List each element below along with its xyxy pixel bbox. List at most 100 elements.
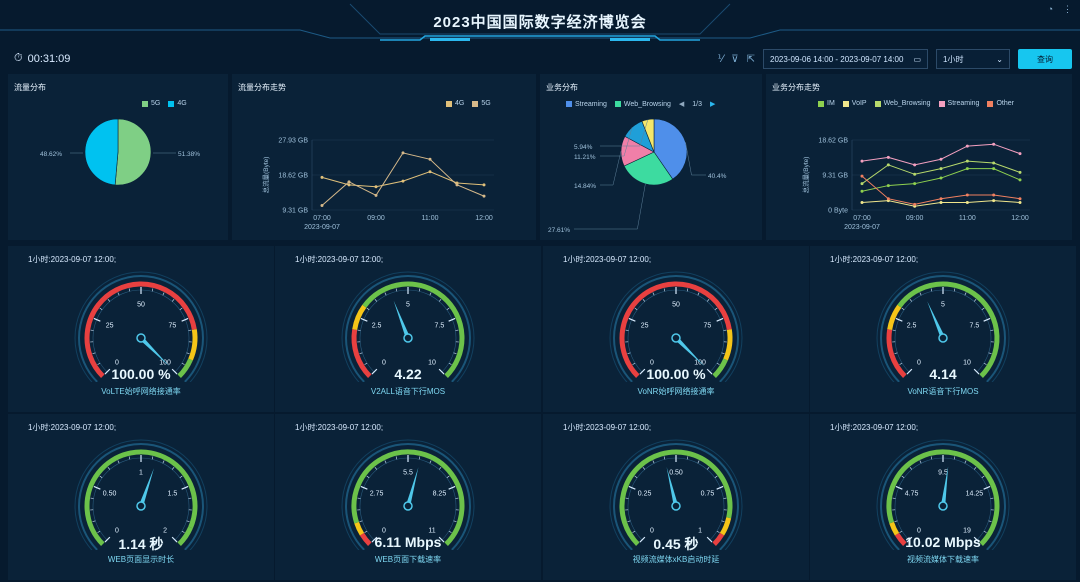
series-point[interactable] (860, 189, 864, 193)
series-point[interactable] (860, 174, 864, 178)
export-icon[interactable]: ⇱ (746, 53, 755, 65)
series-point[interactable] (992, 142, 996, 146)
series-point[interactable] (1018, 152, 1022, 156)
series-point[interactable] (965, 200, 969, 204)
series-point[interactable] (992, 199, 996, 203)
pie-label-line (600, 151, 622, 186)
pie-slice[interactable] (84, 118, 119, 186)
date-range-picker[interactable]: 2023-09-06 14:00 - 2023-09-07 14:00 ▭ (763, 49, 928, 69)
legend-item-5g[interactable]: 5G (142, 100, 160, 107)
series-point[interactable] (913, 182, 917, 186)
series-point[interactable] (992, 193, 996, 197)
pie-label-line (600, 119, 649, 147)
series-point[interactable] (320, 204, 324, 208)
series-point[interactable] (965, 193, 969, 197)
gauge-tick (901, 307, 905, 311)
series-line[interactable] (321, 152, 485, 206)
refresh-timer: ⏱ 00:31:09 (14, 52, 70, 65)
gauge-tick-label: 75 (169, 322, 177, 329)
series-line[interactable] (861, 160, 1021, 185)
series-point[interactable] (886, 184, 890, 188)
gauge-hub (136, 333, 146, 343)
series-point[interactable] (428, 157, 432, 161)
more-vertical-icon[interactable]: ⋮ (1063, 4, 1072, 14)
series-point[interactable] (939, 176, 943, 180)
series-point[interactable] (482, 194, 486, 198)
series-line[interactable] (861, 168, 1021, 192)
pie-slice[interactable] (114, 118, 152, 186)
legend-item-other[interactable]: Other (987, 100, 1014, 107)
series-point[interactable] (1018, 170, 1022, 174)
gauge-tick (899, 530, 903, 533)
gauge-outer-ring (78, 443, 204, 550)
series-point[interactable] (455, 183, 459, 187)
legend-next-icon[interactable]: ▶ (709, 101, 716, 108)
gauge-tick (697, 460, 700, 464)
gauge-hub (403, 333, 413, 343)
gauge-tick (919, 292, 922, 296)
series-point[interactable] (482, 183, 486, 187)
legend-prev-icon[interactable]: ◀ (678, 101, 685, 108)
gauge-tick (634, 475, 638, 479)
series-point[interactable] (347, 183, 351, 187)
series-point[interactable] (860, 200, 864, 204)
granularity-select[interactable]: 1小时 ⌄ (936, 49, 1010, 69)
legend-item-5g[interactable]: 5G (472, 100, 491, 107)
gauge-band (84, 449, 198, 546)
filter-icon[interactable]: ⊽ (731, 53, 739, 65)
series-point[interactable] (913, 172, 917, 176)
series-point[interactable] (992, 167, 996, 171)
gauge-tick (716, 317, 724, 322)
series-point[interactable] (860, 182, 864, 186)
pie-slice[interactable] (653, 118, 688, 180)
gauge-needle (940, 466, 949, 507)
legend-item-web-browsing[interactable]: Web_Browsing (874, 100, 931, 107)
series-point[interactable] (965, 159, 969, 163)
gauge-tick (642, 467, 646, 470)
series-point[interactable] (913, 202, 917, 206)
percent-icon[interactable]: ⅟ (717, 53, 724, 65)
series-point[interactable] (1018, 197, 1022, 201)
legend-item-im[interactable]: IM (818, 100, 835, 107)
legend-item-4g[interactable]: 4G (168, 100, 187, 107)
series-point[interactable] (939, 200, 943, 204)
gauge-band (886, 449, 1000, 546)
series-point[interactable] (886, 155, 890, 159)
pie-label-line (685, 142, 706, 176)
legend-item-4g[interactable]: 4G (446, 100, 464, 107)
series-point[interactable] (374, 185, 378, 189)
series-line[interactable] (861, 143, 1021, 166)
legend-item-streaming[interactable]: Streaming (566, 101, 607, 108)
series-point[interactable] (965, 144, 969, 148)
gauge-dial: 0 2.5 5 7.5 10 (876, 271, 1010, 382)
series-point[interactable] (401, 151, 405, 155)
series-point[interactable] (913, 163, 917, 167)
gauge-tick (714, 475, 718, 479)
theme-icon[interactable]: ◔ (1047, 4, 1053, 14)
gauge-timestamp: 1小时:2023-09-07 12:00; (563, 255, 652, 264)
series-point[interactable] (1018, 178, 1022, 182)
series-point[interactable] (939, 167, 943, 171)
legend-item-voip[interactable]: VoIP (842, 100, 867, 107)
pie-slice[interactable] (641, 118, 655, 153)
series-point[interactable] (860, 159, 864, 163)
series-point[interactable] (428, 170, 432, 174)
stopwatch-icon: ⏱ (14, 52, 23, 64)
series-point[interactable] (939, 157, 943, 161)
gauge-tick (663, 456, 666, 460)
series-point[interactable] (401, 179, 405, 183)
series-point[interactable] (1018, 200, 1022, 204)
legend-item-web-browsing[interactable]: Web_Browsing (614, 101, 671, 108)
series-point[interactable] (886, 197, 890, 201)
series-point[interactable] (965, 167, 969, 171)
query-button[interactable]: 查询 (1018, 49, 1072, 69)
gauge-tick (384, 292, 387, 296)
legend-item-streaming[interactable]: Streaming (938, 100, 979, 107)
series-point[interactable] (347, 180, 351, 184)
series-point[interactable] (320, 175, 324, 179)
series-point[interactable] (886, 163, 890, 167)
gauge-tick-label: 7.5 (970, 322, 980, 329)
series-point[interactable] (939, 197, 943, 201)
series-point[interactable] (992, 161, 996, 165)
series-point[interactable] (374, 193, 378, 197)
